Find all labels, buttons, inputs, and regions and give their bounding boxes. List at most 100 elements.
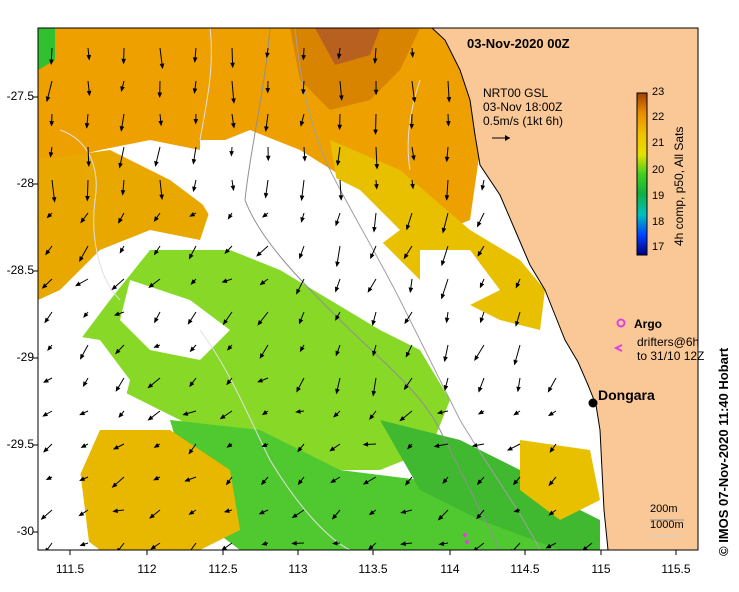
current-vector-head xyxy=(261,541,268,546)
current-vector-head xyxy=(119,247,125,254)
current-vector-head xyxy=(41,283,48,289)
current-vector-head xyxy=(118,412,124,418)
current-vector-head xyxy=(231,98,236,104)
lon-tick-label: 114.5 xyxy=(510,562,540,576)
lon-tick-label: 112 xyxy=(137,562,157,576)
current-vector-head xyxy=(153,343,160,348)
drifter-legend: drifters@6h to 31/10 12Z xyxy=(637,335,704,363)
current-vector-head xyxy=(400,509,407,514)
current-vector-head xyxy=(188,253,194,260)
current-vector-head xyxy=(44,317,50,324)
current-vector-head xyxy=(547,411,554,417)
colorbar-tick: 21 xyxy=(652,137,665,149)
current-vector-head xyxy=(444,195,450,201)
current-vector-head xyxy=(405,224,411,231)
current-vector-head xyxy=(119,125,125,132)
current-vector-head xyxy=(48,151,54,158)
current-vector-head xyxy=(433,443,440,448)
lon-tick-label: 113 xyxy=(288,562,308,576)
current-vector-head xyxy=(150,544,157,550)
current-vector-head xyxy=(113,311,120,316)
current-vector-head xyxy=(368,544,374,550)
axis-ticks xyxy=(33,96,677,555)
current-vector-head xyxy=(118,162,123,169)
current-vector-head xyxy=(547,386,553,393)
current-vector-head xyxy=(264,126,269,132)
plot-frame xyxy=(37,27,699,551)
current-vector-head xyxy=(436,409,443,415)
current-vector-head xyxy=(479,317,485,324)
current-vector-head xyxy=(545,543,552,549)
current-vector-head xyxy=(548,510,555,516)
current-vector-head xyxy=(410,52,415,58)
current-vector-head xyxy=(40,514,47,520)
velocity-scale: 0.5m/s (1kt 6h) xyxy=(483,114,564,128)
current-vector-head xyxy=(444,317,450,324)
colorbar-tick: 18 xyxy=(652,216,665,228)
current-vector-head xyxy=(408,287,414,294)
current-vector-head xyxy=(442,478,448,485)
current-vector-head xyxy=(75,281,81,287)
current-vector-head xyxy=(295,409,301,414)
current-vector xyxy=(118,542,125,550)
place-label-dongara: Dongara xyxy=(598,387,655,403)
colorbar-tick: 20 xyxy=(652,164,665,176)
current-vector-head xyxy=(291,513,298,519)
current-vector-head xyxy=(369,414,375,421)
current-vector-head xyxy=(480,184,486,191)
current-vector-head xyxy=(297,479,303,486)
current-vector-head xyxy=(80,217,86,224)
current-vector-head xyxy=(549,447,555,453)
current-vector-head xyxy=(337,124,343,131)
current-vector-head xyxy=(154,160,159,167)
lat-tick-label: -30 xyxy=(16,524,34,538)
current-vector-head xyxy=(370,253,375,260)
depth-scale-1000: 1000m xyxy=(650,519,684,531)
current-vector-head xyxy=(478,386,483,393)
current-vector-head xyxy=(49,59,54,66)
current-vector-head xyxy=(184,477,191,482)
current-vector-head xyxy=(256,251,262,257)
lat-tick-label: -28.5 xyxy=(6,263,34,277)
current-vector-head xyxy=(112,508,118,514)
current-vector-head xyxy=(47,345,53,352)
current-vector-head xyxy=(440,293,446,300)
current-vector-head xyxy=(45,475,52,480)
current-vector-head xyxy=(513,410,520,416)
current-vector-head xyxy=(302,156,307,162)
current-vector-head xyxy=(86,90,92,97)
current-vector-head xyxy=(86,161,91,167)
lon-tick-label: 111.5 xyxy=(55,562,85,576)
lat-tick-label: -28 xyxy=(16,176,34,190)
current-vector-head xyxy=(42,378,49,383)
current-vector-head xyxy=(299,120,305,127)
current-vector-head xyxy=(298,318,304,325)
current-vector-head xyxy=(404,318,410,325)
current-vector-head xyxy=(335,220,340,227)
current-vector-head xyxy=(261,442,268,448)
current-vector-head xyxy=(409,123,414,130)
current-vector-head xyxy=(149,513,155,519)
current-vector-head xyxy=(257,319,263,326)
lat-tick-label: -27.5 xyxy=(6,89,34,103)
current-vectors xyxy=(40,47,593,550)
current-vector-head xyxy=(115,385,121,392)
current-vector-head xyxy=(263,192,269,199)
current-vector-head xyxy=(148,282,155,288)
current-vector-head xyxy=(513,508,520,513)
lon-tick-label: 114 xyxy=(440,562,460,576)
dongara-marker xyxy=(588,398,598,408)
current-vector-head xyxy=(191,158,197,165)
current-vector-head xyxy=(399,416,406,422)
current-vector-head xyxy=(335,388,340,395)
current-vector-head xyxy=(121,58,126,65)
current-vector-head xyxy=(120,86,125,93)
lon-tick-label: 115 xyxy=(591,562,611,576)
current-vector-head xyxy=(444,156,450,163)
current-vector-head xyxy=(474,355,480,362)
current-vector-head xyxy=(79,353,85,360)
current-vector-head xyxy=(329,446,336,452)
colorbar-tick: 23 xyxy=(652,86,665,98)
current-vector-head xyxy=(301,54,306,61)
